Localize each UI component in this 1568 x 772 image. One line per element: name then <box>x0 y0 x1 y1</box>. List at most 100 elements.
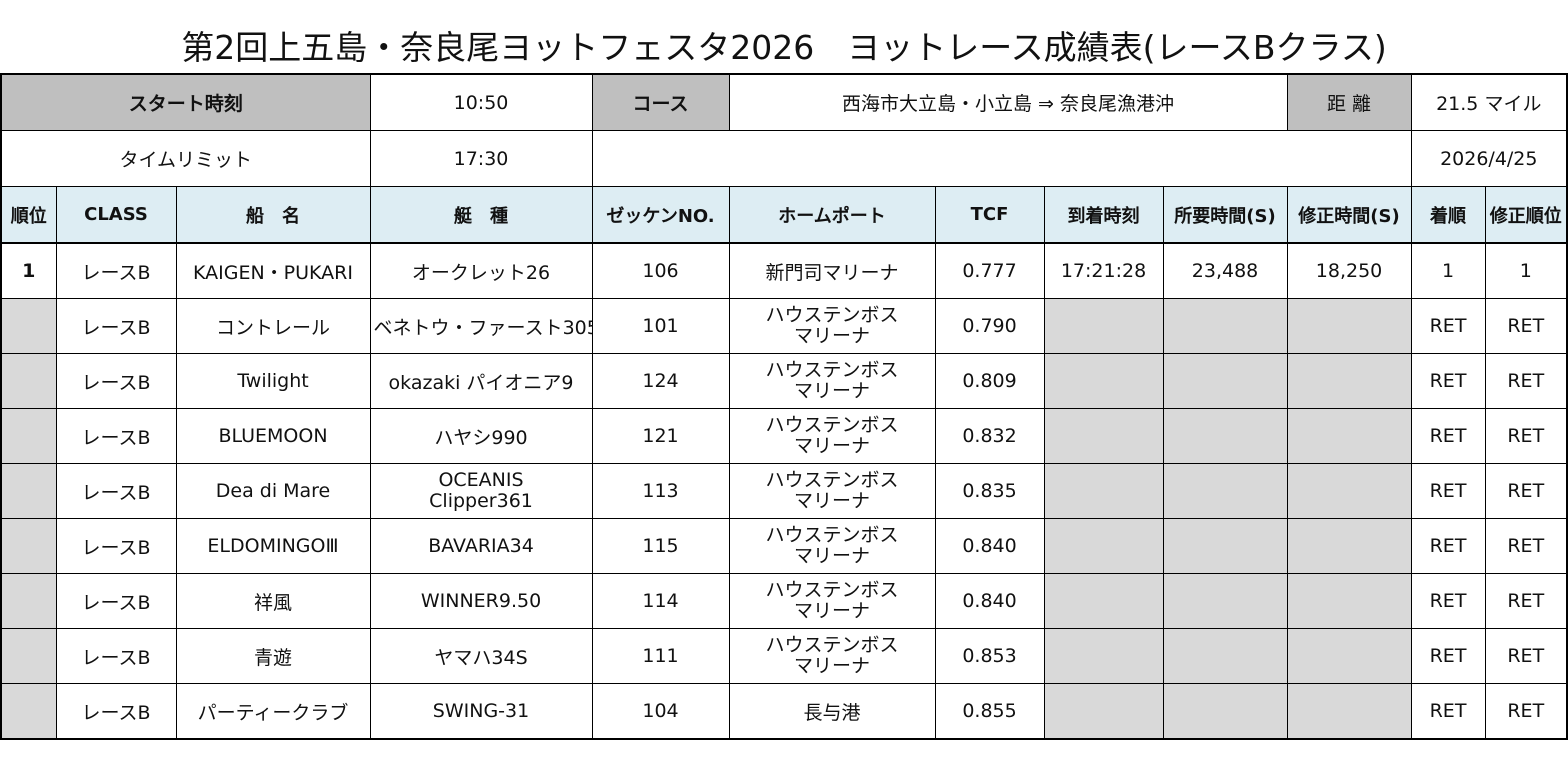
course-label: コース <box>591 73 730 131</box>
home-port-cell: ハウステンボス マリーナ <box>728 408 936 464</box>
boat-type-line-1: OCEANIS <box>438 469 524 491</box>
finish-order-cell: RET <box>1410 573 1486 629</box>
sail-no-cell: 115 <box>591 518 730 574</box>
time-limit-value: 17:30 <box>369 130 593 187</box>
boat-name-cell: Dea di Mare <box>175 463 371 519</box>
boat-type-cell: BAVARIA34 <box>369 518 593 574</box>
corrected-cell <box>1286 408 1412 464</box>
home-port-cell: ハウステンボス マリーナ <box>728 353 936 409</box>
elapsed-cell <box>1162 573 1288 629</box>
home-port-line-2: マリーナ <box>794 655 871 677</box>
finish-order-cell: RET <box>1410 408 1486 464</box>
sail-no-cell: 114 <box>591 573 730 629</box>
table-row: レースB コントレール ベネトウ・ファースト305 101 ハウステンボス マリー… <box>0 298 1568 354</box>
home-port-line-1: ハウステンボス <box>765 304 899 326</box>
start-time-label: スタート時刻 <box>0 73 371 131</box>
rank-cell: 1 <box>0 242 57 299</box>
arrival-cell <box>1043 463 1164 519</box>
home-port-cell: ハウステンボス マリーナ <box>728 573 936 629</box>
arrival-cell <box>1043 628 1164 684</box>
elapsed-cell <box>1162 518 1288 574</box>
header-boat-name: 船 名 <box>175 186 371 244</box>
home-port-cell: ハウステンボス マリーナ <box>728 518 936 574</box>
corrected-rank-cell: RET <box>1484 298 1568 354</box>
finish-order-cell: RET <box>1410 683 1486 740</box>
corrected-rank-cell: RET <box>1484 573 1568 629</box>
home-port-line-1: ハウステンボス <box>765 469 899 491</box>
table-row: レースB 祥風 WINNER9.50 114 ハウステンボス マリーナ 0.840… <box>0 573 1568 629</box>
class-cell: レースB <box>55 573 177 629</box>
race-date: 2026/4/25 <box>1410 130 1568 187</box>
elapsed-cell <box>1162 408 1288 464</box>
arrival-cell <box>1043 683 1164 740</box>
class-cell: レースB <box>55 408 177 464</box>
boat-name-cell: パーティークラブ <box>175 683 371 740</box>
elapsed-cell <box>1162 683 1288 740</box>
header-tcf: TCF <box>934 186 1045 244</box>
rank-cell <box>0 628 57 684</box>
corrected-cell <box>1286 518 1412 574</box>
rank-cell <box>0 353 57 409</box>
corrected-cell <box>1286 573 1412 629</box>
corrected-cell <box>1286 628 1412 684</box>
home-port-line-1: ハウステンボス <box>765 414 899 436</box>
elapsed-cell <box>1162 628 1288 684</box>
home-port-line-1: ハウステンボス <box>765 359 899 381</box>
home-port-line-1: ハウステンボス <box>765 579 899 601</box>
tcf-cell: 0.855 <box>934 683 1045 740</box>
corrected-rank-cell: 1 <box>1484 242 1568 299</box>
boat-type-cell: okazaki パイオニア9 <box>369 353 593 409</box>
corrected-rank-cell: RET <box>1484 628 1568 684</box>
page-title: 第2回上五島・奈良尾ヨットフェスタ2026 ヨットレース成績表(レースBクラス) <box>181 28 1387 67</box>
sail-no-cell: 101 <box>591 298 730 354</box>
distance-value: 21.5 マイル <box>1410 73 1568 131</box>
finish-order-cell: RET <box>1410 353 1486 409</box>
header-elapsed: 所要時間(S) <box>1162 186 1288 244</box>
boat-name-cell: Twilight <box>175 353 371 409</box>
start-time-value: 10:50 <box>369 73 593 131</box>
arrival-cell <box>1043 573 1164 629</box>
header-home-port: ホームポート <box>728 186 936 244</box>
finish-order-cell: 1 <box>1410 242 1486 299</box>
boat-type-cell: ベネトウ・ファースト305 <box>369 298 593 354</box>
boat-name-cell: KAIGEN・PUKARI <box>175 242 371 299</box>
home-port-cell: ハウステンボス マリーナ <box>728 463 936 519</box>
corrected-rank-cell: RET <box>1484 408 1568 464</box>
home-port-line-2: マリーナ <box>794 490 871 512</box>
corrected-cell: 18,250 <box>1286 242 1412 299</box>
sail-no-cell: 121 <box>591 408 730 464</box>
boat-type-cell: SWING-31 <box>369 683 593 740</box>
rank-cell <box>0 518 57 574</box>
info-blank-cell <box>591 130 1412 187</box>
class-cell: レースB <box>55 353 177 409</box>
header-finish-order: 着順 <box>1410 186 1486 244</box>
tcf-cell: 0.809 <box>934 353 1045 409</box>
arrival-cell <box>1043 408 1164 464</box>
tcf-cell: 0.777 <box>934 242 1045 299</box>
boat-type-cell: ヤマハ34S <box>369 628 593 684</box>
boat-name-cell: ELDOMINGOⅢ <box>175 518 371 574</box>
distance-label: 距 離 <box>1286 73 1412 131</box>
table-row: レースB 青遊 ヤマハ34S 111 ハウステンボス マリーナ 0.853 RET… <box>0 628 1568 684</box>
tcf-cell: 0.790 <box>934 298 1045 354</box>
corrected-rank-cell: RET <box>1484 518 1568 574</box>
elapsed-cell: 23,488 <box>1162 242 1288 299</box>
arrival-cell <box>1043 298 1164 354</box>
header-corrected: 修正時間(S) <box>1286 186 1412 244</box>
home-port-line-2: マリーナ <box>794 435 871 457</box>
table-row: 1 レースB KAIGEN・PUKARI オークレット26 106 新門司マリー… <box>0 242 1568 299</box>
time-limit-label: タイムリミット <box>0 130 371 187</box>
table-row: レースB Twilight okazaki パイオニア9 124 ハウステンボス… <box>0 353 1568 409</box>
boat-type-cell: WINNER9.50 <box>369 573 593 629</box>
table-row: レースB ELDOMINGOⅢ BAVARIA34 115 ハウステンボス マリー… <box>0 518 1568 574</box>
arrival-cell: 17:21:28 <box>1043 242 1164 299</box>
results-table: スタート時刻 10:50 コース 西海市大立島・小立島 ⇒ 奈良尾漁港沖 距 離… <box>0 73 1568 740</box>
boat-type-cell: OCEANIS Clipper361 <box>369 463 593 519</box>
boat-name-cell: 青遊 <box>175 628 371 684</box>
home-port-cell: 長与港 <box>728 683 936 740</box>
class-cell: レースB <box>55 242 177 299</box>
boat-type-cell: ハヤシ990 <box>369 408 593 464</box>
header-boat-type: 艇 種 <box>369 186 593 244</box>
class-cell: レースB <box>55 628 177 684</box>
boat-type-line-2: Clipper361 <box>429 490 533 512</box>
